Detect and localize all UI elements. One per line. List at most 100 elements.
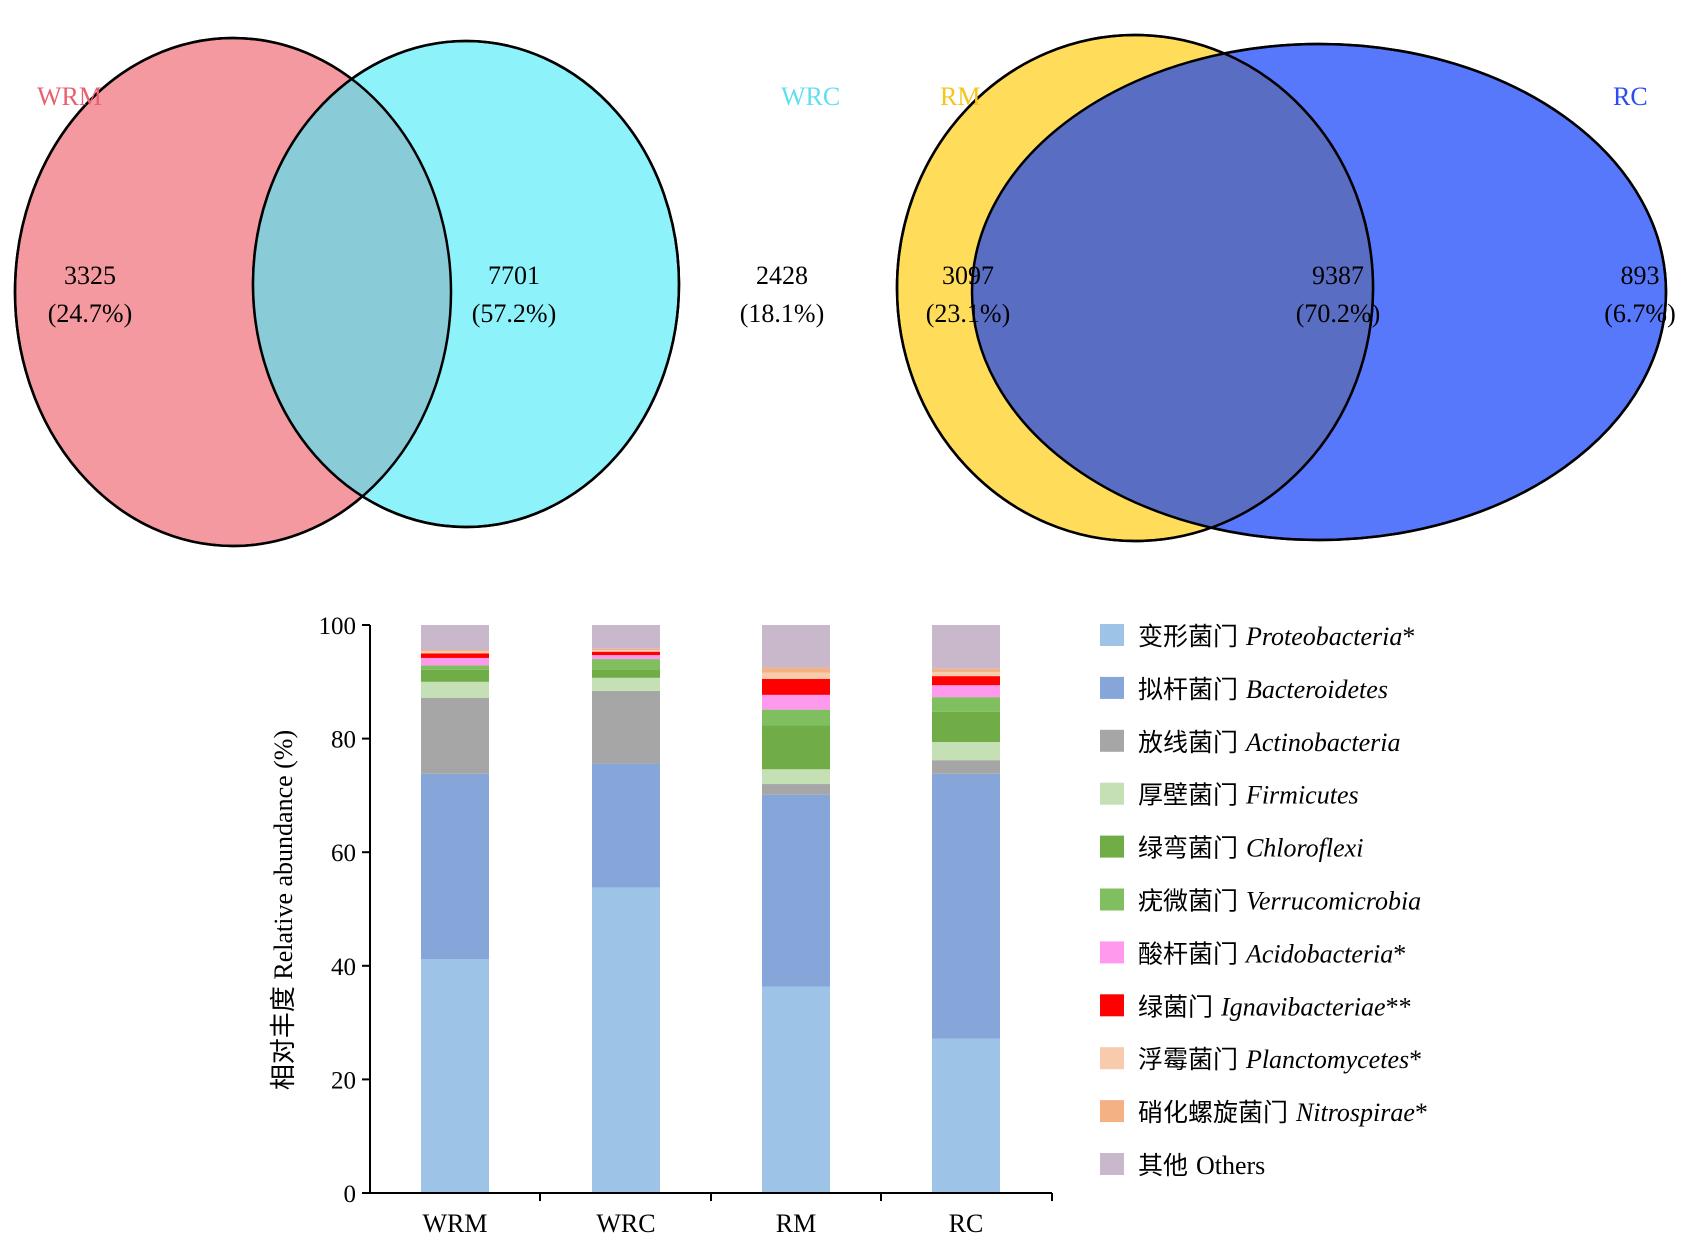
stacked-bar-chart: 0 20 40 60 80 100 WRM WRC RM RC 相对丰度 Relative abu… [269, 613, 1428, 1238]
legend-swatch-bacteroidetes [1100, 676, 1124, 699]
legend-label-ignavibacteriae: 绿菌门 Ignavibacteriae** [1138, 992, 1412, 1021]
venn2-left-outline [895, 33, 1375, 543]
bar-segment-wrc-planctomycetes [592, 649, 660, 652]
bar-segment-rc-actinobacteria [932, 760, 1000, 774]
legend-label-planctomycetes: 浮霉菌门 Planctomycetes* [1138, 1045, 1422, 1074]
legend-swatch-chloroflexi [1100, 835, 1124, 858]
x-tick-label-rm: RM [776, 1209, 816, 1238]
bar-segment-wrc-acidobacteria [592, 655, 660, 660]
venn1-right-only-pct: (18.1%) [740, 299, 824, 328]
venn2-right-only-pct: (6.7%) [1604, 299, 1675, 328]
venn1-left-only-count: 3325 [64, 261, 116, 290]
bar-segment-rc-firmicutes [932, 742, 1000, 761]
legend-swatch-ignavibacteriae [1100, 994, 1124, 1017]
venn2-right-only-count: 893 [1621, 261, 1660, 290]
venn1-right-outline [251, 39, 681, 529]
bar-segment-rc-verrucomicrobia [932, 697, 1000, 712]
y-tick-label: 60 [331, 840, 356, 867]
venn2-overlap [972, 44, 1373, 540]
bar-segment-wrm-ignavibacteriae [421, 653, 489, 658]
legend-label-verrucomicrobia: 疣微菌门 Verrucomicrobia [1138, 887, 1421, 916]
bar-segment-rc-acidobacteria [932, 685, 1000, 698]
bar-segment-wrc-chloroflexi [592, 669, 660, 678]
legend-swatch-planctomycetes [1100, 1047, 1124, 1070]
bar-segment-wrm-chloroflexi [421, 669, 489, 682]
y-tick-label: 0 [344, 1181, 357, 1208]
bar-segment-rm-ignavibacteriae [762, 678, 830, 695]
bar-segment-rm-firmicutes [762, 769, 830, 785]
bar-segment-rm-verrucomicrobia [762, 709, 830, 726]
bar-segment-rc-planctomycetes [932, 672, 1000, 677]
legend-label-nitrospirae: 硝化螺旋菌门 Nitrospirae* [1138, 1098, 1428, 1127]
bar-segment-wrm-proteobacteria [421, 958, 489, 1193]
y-tick-label: 80 [331, 727, 356, 754]
legend-label-others: 其他 Others [1138, 1151, 1265, 1180]
bar-segment-rm-planctomycetes [762, 672, 830, 679]
x-tick-label-wrc: WRC [596, 1209, 655, 1238]
bar-segment-rc-bacteroidetes [932, 773, 1000, 1039]
legend-swatch-others [1100, 1153, 1124, 1175]
bar-segment-rm-actinobacteria [762, 784, 830, 795]
bar-segment-wrc-bacteroidetes [592, 763, 660, 888]
legend-label-actinobacteria: 放线菌门 Actinobacteria [1138, 728, 1400, 757]
venn-diagram-1: WRM WRC 3325 (24.7%) 7701 (57.2%) 2428 (… [13, 36, 840, 548]
bar-segment-rc-others [932, 625, 1000, 669]
venn1-left-only-pct: (24.7%) [48, 299, 132, 328]
bar-segment-wrc-nitrospirae [592, 648, 660, 650]
bar-segment-rm-bacteroidetes [762, 794, 830, 987]
bar-segment-rm-proteobacteria [762, 986, 830, 1193]
venn1-left-outline [13, 36, 453, 548]
bar-segment-rc-ignavibacteriae [932, 676, 1000, 686]
x-tick-label-wrm: WRM [423, 1209, 488, 1238]
venn1-right-only-count: 2428 [756, 261, 808, 290]
bar-segment-wrc-ignavibacteriae [592, 651, 660, 656]
venn2-left-only-count: 3097 [942, 261, 994, 290]
venn2-shared-pct: (70.2%) [1296, 299, 1380, 328]
legend-swatch-firmicutes [1100, 782, 1124, 805]
bar-segment-rm-chloroflexi [762, 725, 830, 770]
bar-segment-wrm-verrucomicrobia [421, 665, 489, 670]
legend-swatch-nitrospirae [1100, 1100, 1124, 1123]
legend-label-acidobacteria: 酸杆菌门 Acidobacteria* [1138, 939, 1406, 968]
bar-segment-wrc-proteobacteria [592, 887, 660, 1193]
bar-segment-wrm-nitrospirae [421, 649, 489, 652]
venn2-left-label: RM [940, 82, 980, 111]
bar-segment-rc-proteobacteria [932, 1038, 1000, 1193]
bar-segment-rc-nitrospirae [932, 668, 1000, 673]
legend-swatch-acidobacteria [1100, 941, 1124, 964]
legend-swatch-proteobacteria [1100, 624, 1124, 646]
bar-segment-wrm-firmicutes [421, 681, 489, 698]
venn1-shared-pct: (57.2%) [472, 299, 556, 328]
chart-axes: 0 20 40 60 80 100 WRM WRC RM RC [319, 613, 1053, 1238]
legend-label-bacteroidetes: 拟杆菌门 Bacteroidetes [1138, 675, 1388, 704]
legend-swatch-verrucomicrobia [1100, 888, 1124, 911]
chart-legend: 变形菌门 Proteobacteria* 拟杆菌门 Bacteroidetes 放线… [1100, 622, 1428, 1180]
legend-label-chloroflexi: 绿弯菌门 Chloroflexi [1138, 834, 1363, 863]
venn1-shared-count: 7701 [488, 261, 540, 290]
y-tick-label: 100 [319, 613, 357, 640]
venn2-shared-count: 9387 [1312, 261, 1364, 290]
bar-stacks [421, 625, 1000, 1193]
venn-diagram-2: RM RC 3097 (23.1%) 9387 (70.2%) 893 (6.7… [895, 33, 1676, 543]
legend-label-proteobacteria: 变形菌门 Proteobacteria* [1138, 622, 1415, 651]
bar-segment-wrm-bacteroidetes [421, 773, 489, 959]
y-tick-label: 40 [331, 954, 356, 981]
venn1-right-label: WRC [781, 82, 840, 111]
bar-segment-wrc-firmicutes [592, 677, 660, 691]
bar-segment-rm-nitrospirae [762, 667, 830, 673]
bar-segment-wrm-others [421, 625, 489, 650]
bar-segment-rm-others [762, 625, 830, 668]
legend-label-firmicutes: 厚壁菌门 Firmicutes [1138, 781, 1359, 810]
y-axis-label: 相对丰度 Relative abundance (%) [269, 730, 298, 1090]
venn2-right-outline [970, 42, 1668, 542]
x-tick-label-rc: RC [949, 1209, 984, 1238]
bar-segment-wrc-actinobacteria [592, 690, 660, 764]
bar-segment-rc-chloroflexi [932, 711, 1000, 743]
y-tick-label: 20 [331, 1067, 356, 1094]
venn1-overlap [253, 41, 451, 527]
venn2-left-only-pct: (23.1%) [926, 299, 1010, 328]
bar-segment-wrc-others [592, 625, 660, 649]
bar-segment-wrm-acidobacteria [421, 657, 489, 666]
legend-swatch-actinobacteria [1100, 729, 1124, 752]
